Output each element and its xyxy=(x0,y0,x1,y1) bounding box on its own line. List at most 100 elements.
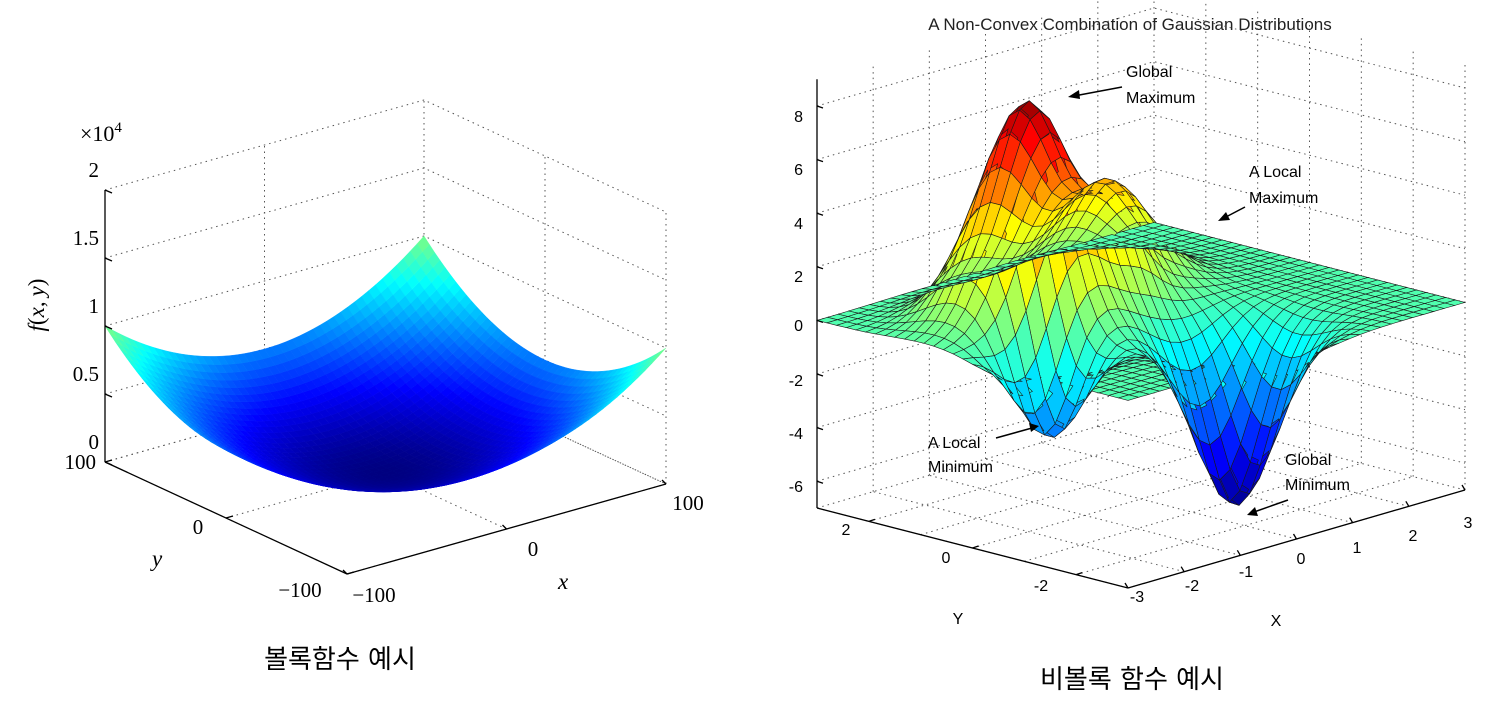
right-chart-title: A Non-Convex Combination of Gaussian Dis… xyxy=(928,15,1331,34)
grid-line xyxy=(816,329,1466,429)
grid-line xyxy=(816,168,1466,268)
left-caption: 볼록함수 예시 xyxy=(264,645,416,675)
y-tick xyxy=(868,518,876,522)
left-x-tick-label: −100 xyxy=(352,583,395,607)
grid-line xyxy=(985,458,1297,540)
arrowhead xyxy=(1218,212,1230,221)
x-tick xyxy=(502,524,507,530)
right-caption: 비볼록 함수 예시 xyxy=(1040,665,1224,695)
left-y-tick-label: 0 xyxy=(193,515,204,539)
right-z-tick-label: 4 xyxy=(794,216,803,233)
right-x-tick-label: -2 xyxy=(1185,578,1199,595)
left-z-tick-label: 2 xyxy=(89,158,100,182)
x-tick xyxy=(1405,500,1410,507)
left-z-tick-label: 0 xyxy=(89,430,100,454)
grid-line xyxy=(104,167,667,281)
annotation-arrow xyxy=(1253,499,1289,513)
right-x-tick-label: 1 xyxy=(1353,540,1362,557)
left-z-tick-label: 1 xyxy=(89,294,100,318)
x-tick xyxy=(661,479,667,485)
z-tick xyxy=(104,393,113,398)
grid-line xyxy=(104,99,667,213)
left-x-axis-label: x xyxy=(557,569,569,594)
z-tick xyxy=(816,319,824,324)
annotation-line: Maximum xyxy=(1126,90,1195,107)
grid-line xyxy=(1041,442,1353,524)
convex-chart: ×104 2 1.5 1 0.5 0 f(x,y) 100 0 −100 y −… xyxy=(24,99,704,675)
right-y-tick-label: 2 xyxy=(842,522,851,539)
x-tick xyxy=(1236,549,1241,556)
nonconvex-chart: A Non-Convex Combination of Gaussian Dis… xyxy=(789,0,1473,695)
y-tick xyxy=(225,515,234,519)
z-tick xyxy=(104,325,113,330)
grid-line xyxy=(868,422,1206,522)
grid-line xyxy=(1024,462,1362,562)
left-y-axis-label: y xyxy=(150,546,163,571)
z-tick xyxy=(104,189,113,194)
right-x-axis-label: X xyxy=(1271,613,1282,630)
annotation-arrow xyxy=(1073,86,1123,97)
z-tick xyxy=(816,373,824,377)
left-z-multiplier: ×104 xyxy=(80,120,122,146)
right-z-tick-label: 6 xyxy=(794,162,803,179)
annotation-line: Minimum xyxy=(1285,477,1350,494)
z-tick xyxy=(816,212,824,216)
grid-line xyxy=(816,114,1466,214)
annotation-global-maximum: Global Maximum xyxy=(1068,64,1195,107)
annotation-local-minimum: A Local Minimum xyxy=(928,423,1039,476)
z-tick xyxy=(816,426,824,431)
x-tick xyxy=(1349,517,1354,524)
left-z-tick-label: 0.5 xyxy=(73,362,99,386)
left-x-tick-label: 0 xyxy=(528,537,539,561)
annotation-line: Global xyxy=(1285,452,1331,469)
z-tick xyxy=(816,266,824,270)
right-surface xyxy=(815,100,1467,506)
grid-line xyxy=(1076,476,1414,576)
x-tick xyxy=(1124,582,1129,589)
right-z-tick-label: 2 xyxy=(794,269,803,286)
annotation-line: Maximum xyxy=(1249,190,1318,207)
x-tick xyxy=(1461,484,1466,491)
right-z-tick-label: -4 xyxy=(789,426,803,443)
x-tick xyxy=(1180,566,1185,573)
annotation-arrow xyxy=(995,427,1033,439)
left-x-tick-label: 100 xyxy=(672,491,704,515)
y-tick xyxy=(1075,572,1083,576)
right-y-tick-label: -2 xyxy=(1034,578,1048,595)
right-z-tick-label: 8 xyxy=(794,109,803,126)
z-tick xyxy=(104,257,113,262)
grid-line xyxy=(873,491,1185,573)
x-tick xyxy=(1292,533,1298,540)
left-surface xyxy=(104,235,667,493)
grid-line xyxy=(816,61,1466,161)
right-y-tick-label: 0 xyxy=(942,550,951,567)
right-x-tick-label: 3 xyxy=(1464,515,1473,532)
right-x-tick-label: -3 xyxy=(1130,589,1144,606)
annotation-local-maximum: A Local Maximum xyxy=(1218,164,1318,221)
left-axes xyxy=(104,189,667,575)
z-tick xyxy=(816,480,824,484)
right-axes xyxy=(816,79,1466,589)
x-tick xyxy=(342,569,348,575)
grid-line xyxy=(816,382,1466,482)
arrowhead xyxy=(1247,507,1258,516)
y-tick xyxy=(972,545,979,549)
left-z-tick-label: 1.5 xyxy=(73,226,99,250)
right-z-tick-label: 0 xyxy=(794,318,803,335)
right-x-tick-label: -1 xyxy=(1239,564,1253,581)
left-y-tick-label: 100 xyxy=(65,450,97,474)
annotation-line: A Local xyxy=(1249,164,1301,181)
y-tick xyxy=(346,571,355,575)
right-z-tick-label: -6 xyxy=(789,479,803,496)
z-tick xyxy=(816,158,824,163)
surface-patch xyxy=(653,347,667,360)
left-y-tick-label: −100 xyxy=(278,578,321,602)
annotation-line: A Local xyxy=(928,435,980,452)
right-x-tick-label: 2 xyxy=(1409,528,1418,545)
y-tick xyxy=(104,459,113,463)
right-x-tick-label: 0 xyxy=(1297,551,1306,568)
arrowhead xyxy=(1029,423,1039,432)
arrowhead xyxy=(1068,90,1080,99)
right-z-tick-label: -2 xyxy=(789,373,803,390)
